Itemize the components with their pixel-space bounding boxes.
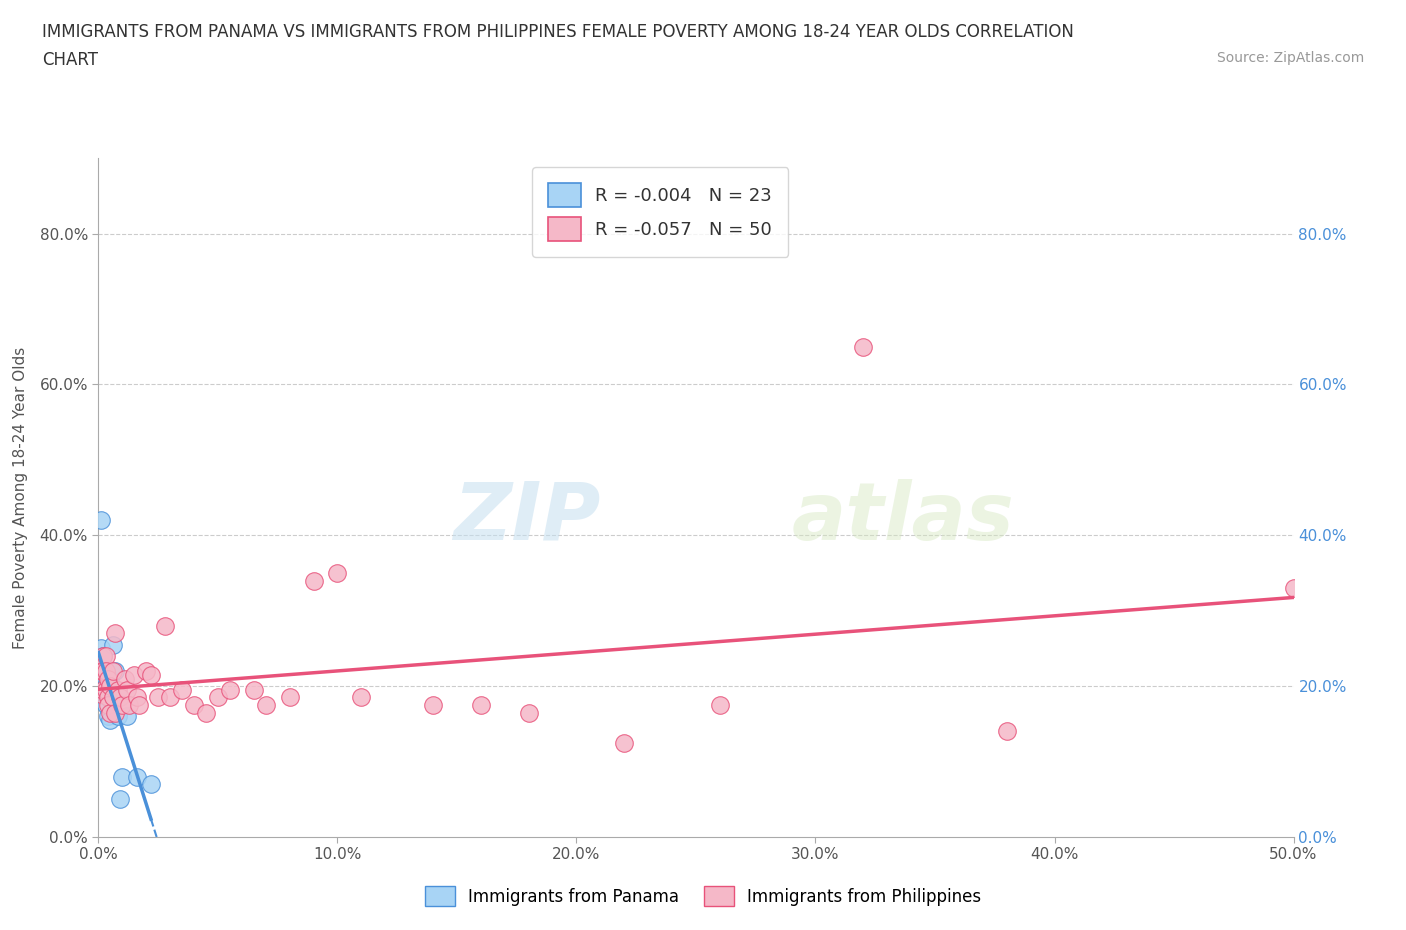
Point bbox=[98, 705, 122, 720]
Point bbox=[98, 679, 122, 694]
Point bbox=[97, 690, 120, 705]
Point bbox=[172, 683, 194, 698]
Point bbox=[350, 690, 373, 705]
Point bbox=[107, 683, 129, 698]
Legend: R = -0.004   N = 23, R = -0.057   N = 50: R = -0.004 N = 23, R = -0.057 N = 50 bbox=[531, 167, 789, 257]
Point bbox=[135, 664, 157, 679]
Point bbox=[94, 648, 117, 663]
Point bbox=[91, 683, 114, 698]
Point bbox=[98, 671, 122, 686]
Point bbox=[114, 671, 136, 686]
Point bbox=[159, 690, 181, 705]
Point bbox=[94, 690, 117, 705]
Point bbox=[613, 736, 636, 751]
Point bbox=[148, 690, 170, 705]
Point bbox=[207, 690, 229, 705]
Point bbox=[91, 671, 114, 686]
Point bbox=[94, 698, 117, 712]
Point bbox=[90, 512, 112, 527]
Y-axis label: Female Poverty Among 18-24 Year Olds: Female Poverty Among 18-24 Year Olds bbox=[14, 347, 28, 649]
Text: Source: ZipAtlas.com: Source: ZipAtlas.com bbox=[1216, 51, 1364, 65]
Point bbox=[97, 690, 120, 705]
Point bbox=[155, 618, 177, 633]
Point bbox=[94, 679, 117, 694]
Point bbox=[995, 724, 1018, 738]
Point bbox=[118, 698, 141, 712]
Point bbox=[94, 664, 117, 679]
Point bbox=[107, 709, 129, 724]
Point bbox=[90, 664, 112, 679]
Point bbox=[254, 698, 277, 712]
Point bbox=[470, 698, 492, 712]
Point bbox=[128, 698, 150, 712]
Point bbox=[97, 671, 120, 686]
Point bbox=[125, 690, 148, 705]
Point bbox=[108, 690, 131, 705]
Point bbox=[115, 683, 138, 698]
Point bbox=[98, 712, 122, 727]
Point bbox=[104, 705, 127, 720]
Point bbox=[183, 698, 205, 712]
Point bbox=[125, 769, 148, 784]
Point bbox=[101, 664, 124, 679]
Point bbox=[852, 339, 875, 354]
Text: ZIP: ZIP bbox=[453, 479, 600, 557]
Point bbox=[94, 683, 117, 698]
Point bbox=[243, 683, 266, 698]
Point bbox=[139, 668, 162, 683]
Point bbox=[91, 648, 114, 663]
Text: atlas: atlas bbox=[792, 479, 1014, 557]
Point bbox=[91, 664, 114, 679]
Point bbox=[97, 698, 120, 712]
Point bbox=[104, 626, 127, 641]
Point bbox=[517, 705, 540, 720]
Point bbox=[94, 671, 117, 686]
Point bbox=[139, 777, 162, 791]
Point bbox=[326, 565, 349, 580]
Point bbox=[302, 573, 325, 588]
Point bbox=[91, 664, 114, 679]
Text: CHART: CHART bbox=[42, 51, 98, 69]
Point bbox=[124, 668, 146, 683]
Point bbox=[101, 690, 124, 705]
Point bbox=[194, 705, 218, 720]
Point bbox=[90, 686, 112, 701]
Point bbox=[111, 769, 134, 784]
Point bbox=[90, 664, 112, 679]
Point bbox=[90, 641, 112, 656]
Point bbox=[104, 664, 127, 679]
Point bbox=[709, 698, 731, 712]
Point bbox=[422, 698, 444, 712]
Legend: Immigrants from Panama, Immigrants from Philippines: Immigrants from Panama, Immigrants from … bbox=[418, 880, 988, 912]
Text: IMMIGRANTS FROM PANAMA VS IMMIGRANTS FROM PHILIPPINES FEMALE POVERTY AMONG 18-24: IMMIGRANTS FROM PANAMA VS IMMIGRANTS FRO… bbox=[42, 23, 1074, 41]
Point bbox=[91, 648, 114, 663]
Point bbox=[278, 690, 301, 705]
Point bbox=[1282, 580, 1305, 595]
Point bbox=[111, 698, 134, 712]
Point bbox=[97, 709, 120, 724]
Point bbox=[108, 791, 131, 806]
Point bbox=[219, 683, 242, 698]
Point bbox=[115, 709, 138, 724]
Point bbox=[101, 637, 124, 652]
Point bbox=[91, 683, 114, 698]
